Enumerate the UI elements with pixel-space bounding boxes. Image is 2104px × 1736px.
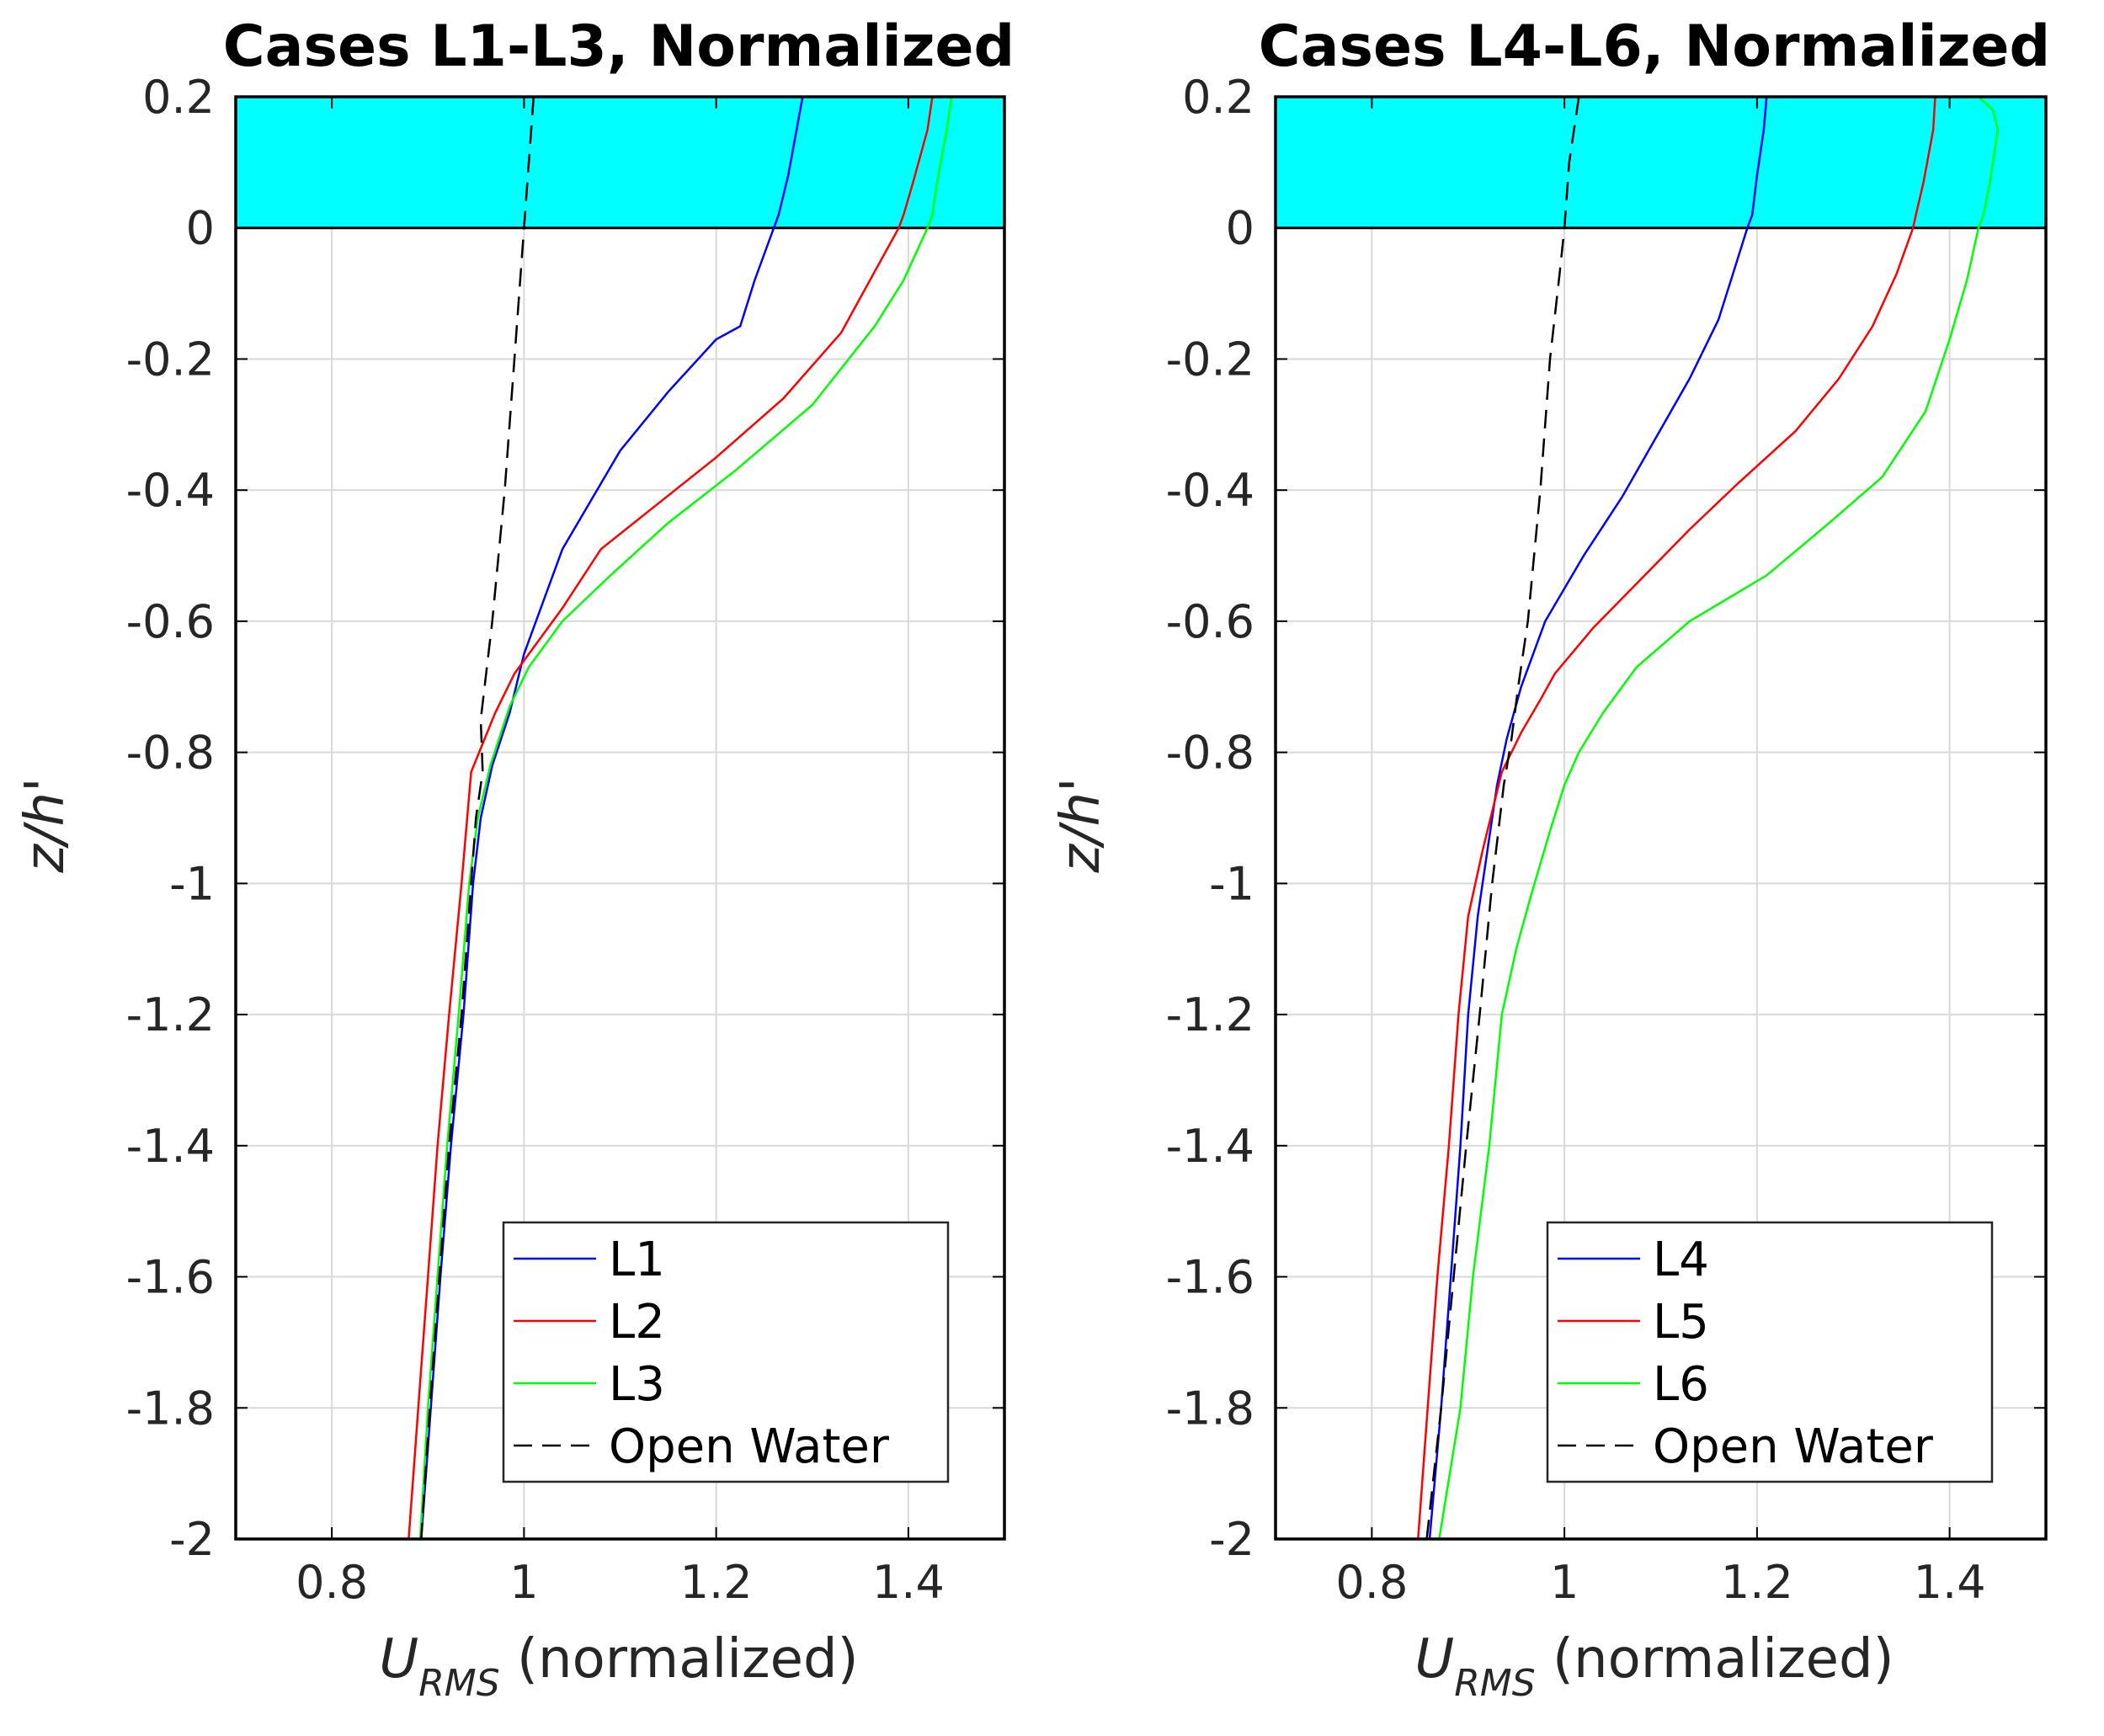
legend-label: L4	[1653, 1233, 1709, 1287]
legend-label: L5	[1653, 1295, 1709, 1350]
y-tick-label: -0.6	[126, 595, 215, 648]
series-line-open-water	[420, 96, 535, 1540]
chart-title: Cases L4-L6, Normalized	[1259, 13, 2050, 80]
x-tick-label: 1.4	[1914, 1556, 1986, 1609]
y-tick-label: -0.8	[126, 727, 215, 780]
x-axis-label: URMS (normalized)	[379, 1628, 858, 1705]
y-tick-label: -1	[1209, 857, 1254, 910]
legend: L1 L2 L3 Open Water	[502, 1221, 950, 1483]
y-tick-label: 0	[1226, 202, 1254, 255]
y-tick-label: -0.2	[126, 333, 215, 386]
series-line-l2	[407, 96, 934, 1540]
y-tick-label: -1.2	[1166, 988, 1254, 1041]
y-tick-label: 0.2	[142, 71, 215, 124]
y-tick-label: -0.8	[1166, 727, 1254, 780]
legend-label: L2	[609, 1295, 665, 1350]
y-tick-label: -1	[169, 857, 215, 910]
y-tick-label: -1.2	[126, 988, 215, 1041]
legend-label: L6	[1653, 1357, 1709, 1412]
y-tick-label: -1.6	[1166, 1251, 1254, 1304]
axes-box	[234, 95, 1006, 1541]
y-tick-label: -1.8	[1166, 1382, 1254, 1435]
x-tick-label: 1.4	[872, 1556, 945, 1609]
series-line-l6	[1438, 96, 2000, 1540]
chart-panel-left: 0.8 1 1.2 1.4 0.2 0 -0.2 -0.4 -0.6 -0.8 -1 -1.2 -1.4…	[14, 13, 1015, 1705]
y-tick-label: -1.4	[1166, 1120, 1254, 1173]
y-tick-label: 0.2	[1182, 71, 1254, 124]
x-tick-label: 0.8	[1335, 1556, 1408, 1609]
legend-label: Open Water	[609, 1419, 890, 1474]
x-tick-label: 0.8	[296, 1556, 368, 1609]
series-line-open-water	[1425, 96, 1580, 1540]
x-tick-label: 1	[1550, 1556, 1579, 1609]
y-tick-label: -1.6	[126, 1251, 215, 1304]
series-line-l5	[1417, 96, 1936, 1540]
ice-layer-region	[1274, 95, 2048, 230]
legend-label: Open Water	[1653, 1419, 1934, 1474]
y-tick-label: -0.4	[1166, 464, 1254, 517]
chart-title: Cases L1-L3, Normalized	[223, 13, 1015, 80]
y-tick-label: -1.8	[126, 1382, 215, 1435]
y-tick-label: 0	[186, 202, 215, 255]
x-tick-label: 1.2	[1721, 1556, 1793, 1609]
y-tick-label: -0.6	[1166, 595, 1254, 648]
chart-panel-right: 0.8 1 1.2 1.4 0.2 0 -0.2 -0.4 -0.6 -0.8 -1 -1.2 -1.4…	[1050, 13, 2050, 1705]
series-line-l3	[418, 96, 953, 1540]
ice-layer-region	[234, 95, 1006, 230]
x-tick-label: 1.2	[680, 1556, 753, 1609]
y-axis-label: z/h'	[1050, 777, 1112, 873]
axes-box	[1274, 95, 2048, 1541]
x-tick-label: 1	[509, 1556, 538, 1609]
series-line-l1	[420, 96, 804, 1540]
y-tick-label: -0.2	[1166, 333, 1254, 386]
legend-box	[1546, 1221, 1994, 1483]
legend: L4 L5 L6 Open Water	[1546, 1221, 1994, 1483]
legend-box	[502, 1221, 950, 1483]
legend-label: L1	[609, 1233, 665, 1287]
y-axis-label: z/h'	[14, 777, 77, 873]
legend-label: L3	[609, 1357, 665, 1412]
y-tick-label: -1.4	[126, 1120, 215, 1173]
y-tick-label: -2	[1209, 1513, 1254, 1566]
x-axis-label: URMS (normalized)	[1414, 1628, 1894, 1705]
y-tick-label: -0.4	[126, 464, 215, 517]
y-tick-label: -2	[169, 1513, 215, 1566]
series-line-l4	[1428, 96, 1768, 1540]
